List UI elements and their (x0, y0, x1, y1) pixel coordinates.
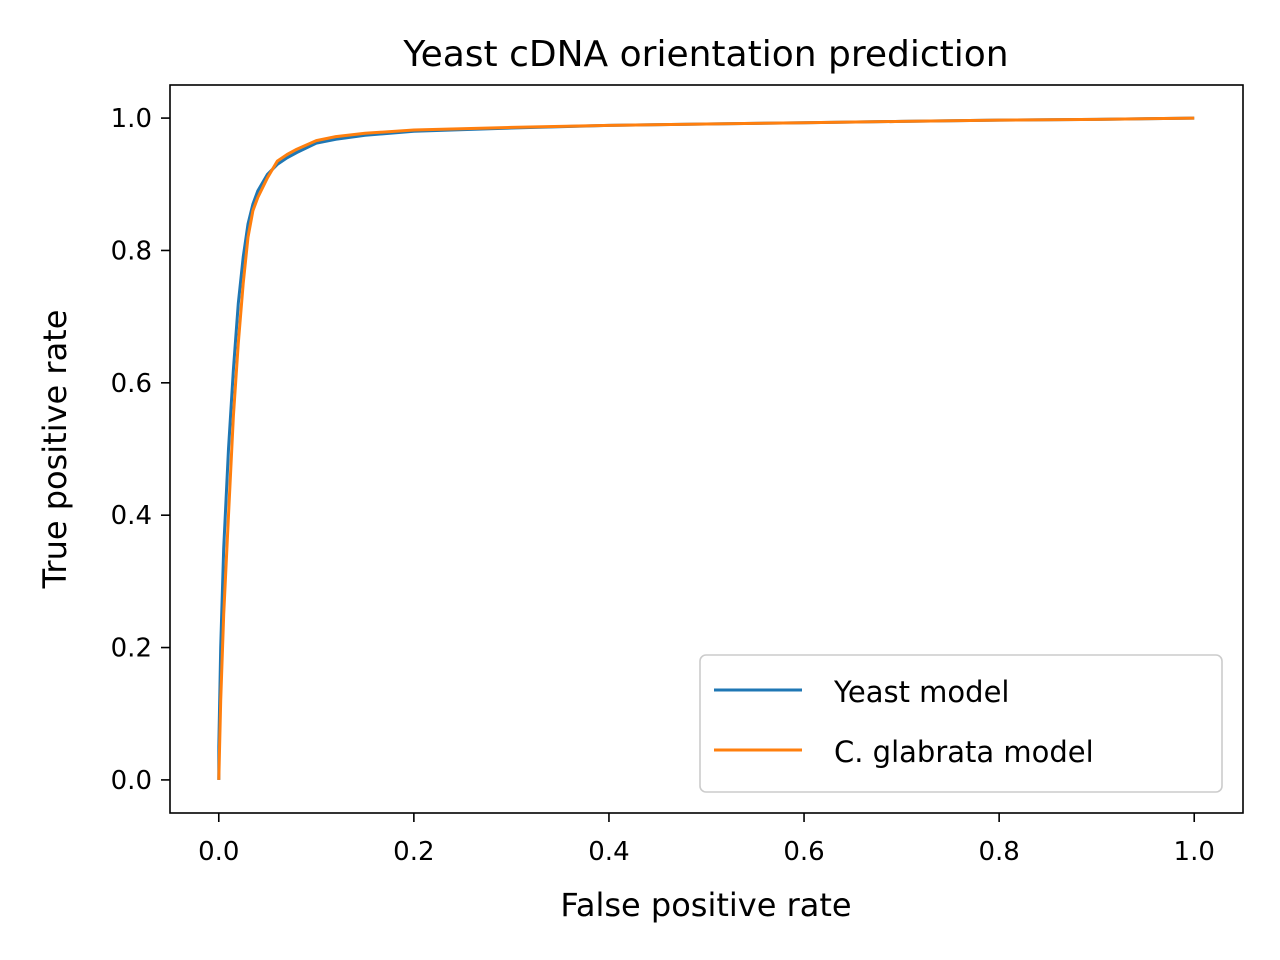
chart-title: Yeast cDNA orientation prediction (402, 34, 1008, 75)
y-tick-label: 0.8 (111, 236, 152, 266)
x-tick-label: 1.0 (1174, 837, 1215, 867)
y-tick-label: 0.4 (111, 501, 152, 531)
legend-label-c-glabrata-model: C. glabrata model (834, 735, 1094, 769)
legend-label-yeast-model: Yeast model (833, 675, 1009, 709)
x-tick-label: 0.4 (588, 837, 629, 867)
x-tick-label: 0.0 (198, 837, 239, 867)
series-line-c-glabrata-model (217, 116, 1195, 780)
x-axis: 0.0 0.2 0.4 0.6 0.8 1.0 (198, 813, 1215, 867)
y-tick-label: 0.0 (111, 766, 152, 796)
legend-box (699, 654, 1223, 793)
x-axis-title: False positive rate (560, 886, 851, 924)
y-tick-label: 1.0 (111, 104, 152, 134)
y-tick-label: 0.2 (111, 634, 152, 664)
legend: Yeast model C. glabrata model (699, 654, 1223, 793)
y-tick-label: 0.6 (111, 369, 152, 399)
y-axis-title: True positive rate (36, 310, 74, 590)
plot-area (217, 116, 1195, 780)
x-tick-label: 0.8 (978, 837, 1019, 867)
plot-frame (169, 84, 1244, 814)
x-tick-label: 0.2 (393, 837, 434, 867)
x-tick-label: 0.6 (783, 837, 824, 867)
y-axis: 0.0 0.2 0.4 0.6 0.8 1.0 (111, 104, 170, 796)
